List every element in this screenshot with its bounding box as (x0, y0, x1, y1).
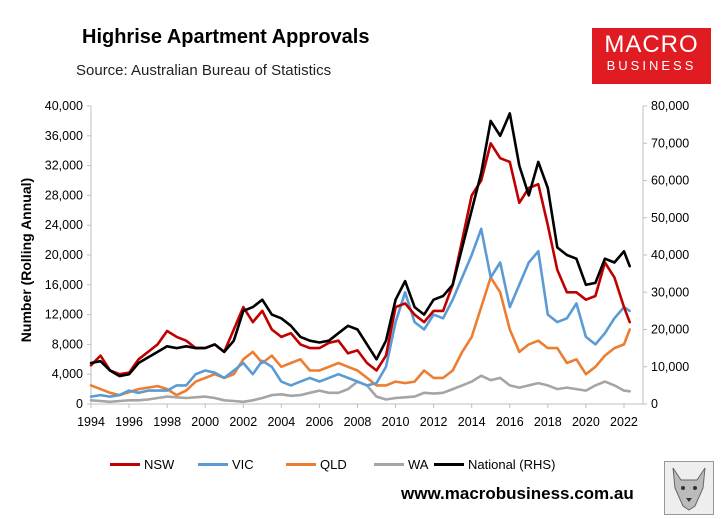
legend-item-vic: VIC (198, 457, 254, 472)
right-y-tick-label: 10,000 (651, 360, 689, 374)
legend-label: National (RHS) (468, 457, 556, 472)
x-tick-label: 2010 (382, 415, 410, 429)
left-y-tick-label: 16,000 (45, 278, 83, 292)
x-tick-label: 1994 (77, 415, 105, 429)
legend-swatch (374, 463, 404, 466)
right-y-tick-labels: 0 10,000 20,000 30,000 40,000 50,000 60,000 70,… (651, 99, 689, 411)
series-line-nsw (89, 142, 632, 376)
macrobusiness-logo: MACRO BUSINESS (592, 28, 711, 84)
footer-url: www.macrobusiness.com.au (401, 484, 634, 503)
x-tick-label: 2004 (267, 415, 295, 429)
x-tick-label: 2012 (420, 415, 448, 429)
legend: NSW VIC QLD WA National (RHS) (110, 457, 580, 473)
left-y-tick-label: 8,000 (52, 337, 83, 351)
series-line-qld (89, 276, 632, 397)
right-y-tick-label: 70,000 (651, 136, 689, 150)
legend-swatch (110, 463, 140, 466)
x-tick-label: 2022 (610, 415, 638, 429)
x-tick-label: 1996 (115, 415, 143, 429)
right-y-tick-label: 50,000 (651, 211, 689, 225)
left-y-tick-label: 28,000 (45, 188, 83, 202)
legend-item-nsw: NSW (110, 457, 174, 472)
right-y-tick-label: 60,000 (651, 174, 689, 188)
logo-line-1: MACRO (604, 31, 699, 58)
x-tick-label: 2002 (229, 415, 257, 429)
left-y-tick-label: 12,000 (45, 308, 83, 322)
legend-label: NSW (144, 457, 175, 472)
chart-source: Source: Australian Bureau of Statistics (76, 62, 332, 79)
legend-item-wa: WA (374, 457, 428, 472)
legend-label: VIC (232, 457, 254, 472)
right-y-tick-label: 30,000 (651, 285, 689, 299)
left-y-tick-labels: 0 4,000 8,000 12,000 16,000 20,000 24,000 28,00… (45, 99, 83, 411)
left-y-tick-label: 0 (76, 397, 83, 411)
left-y-tick-label: 32,000 (45, 159, 83, 173)
right-y-tick-label: 80,000 (651, 99, 689, 113)
gridlines (87, 105, 647, 408)
x-tick-label: 2016 (496, 415, 524, 429)
legend-swatch (286, 463, 316, 466)
x-tick-label: 2014 (458, 415, 486, 429)
left-y-tick-label: 40,000 (45, 99, 83, 113)
legend-item-qld: QLD (286, 457, 347, 472)
left-y-tick-label: 24,000 (45, 218, 83, 232)
right-y-tick-label: 20,000 (651, 323, 689, 337)
series-line-vic (89, 227, 632, 398)
x-tick-label: 2020 (572, 415, 600, 429)
axes (90, 106, 644, 405)
series-line-national (89, 112, 632, 378)
left-y-tick-label: 36,000 (45, 129, 83, 143)
legend-swatch (434, 463, 464, 466)
x-tick-label: 2008 (344, 415, 372, 429)
x-tick-label: 2018 (534, 415, 562, 429)
series-lines (89, 112, 632, 404)
logo-line-2: BUSINESS (606, 58, 697, 73)
x-tick-label: 2006 (306, 415, 334, 429)
legend-label: QLD (320, 457, 347, 472)
chart-title: Highrise Apartment Approvals (82, 26, 370, 48)
legend-swatch (198, 463, 228, 466)
left-y-tick-label: 4,000 (52, 367, 83, 381)
legend-item-national: National (RHS) (434, 457, 555, 472)
wolf-logo-icon (664, 461, 714, 515)
right-y-tick-label: 0 (651, 397, 658, 411)
left-y-tick-label: 20,000 (45, 248, 83, 262)
x-tick-labels: 1994 1996 1998 2000 2002 2004 2006 2008 2010 2012… (77, 415, 638, 429)
x-tick-label: 2000 (191, 415, 219, 429)
right-y-tick-label: 40,000 (651, 248, 689, 262)
legend-label: WA (408, 457, 429, 472)
x-tick-label: 1998 (153, 415, 181, 429)
